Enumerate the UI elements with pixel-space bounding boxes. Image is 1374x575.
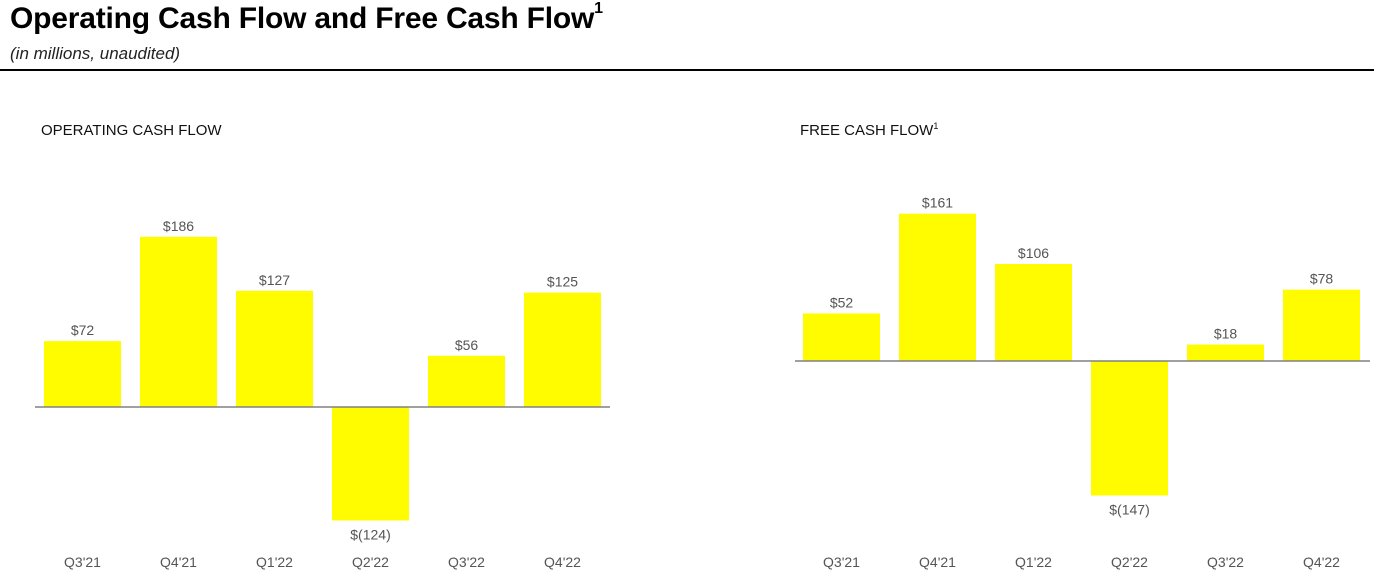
fcf-value-label-3: $(147) [1109,502,1149,518]
fcf-value-label-4: $18 [1214,326,1238,342]
fcf-tick-label-5: Q4'22 [1303,554,1340,570]
ocf-tick-label-4: Q3'22 [448,554,485,570]
ocf-bar-3 [332,407,409,521]
fcf-value-label-2: $106 [1018,245,1049,261]
free-cash-flow-title: FREE CASH FLOW1 [800,121,939,139]
ocf-bar-0 [44,341,121,407]
ocf-tick-label-3: Q2'22 [352,554,389,570]
title-footnote: 1 [594,0,603,17]
fcf-value-label-1: $161 [922,195,953,211]
ocf-value-label-0: $72 [71,322,95,338]
ocf-tick-label-0: Q3'21 [64,554,101,570]
free-cash-flow-footnote: 1 [933,121,939,131]
fcf-tick-label-1: Q4'21 [919,554,956,570]
fcf-bar-3 [1091,361,1168,496]
operating-cash-flow-title: OPERATING CASH FLOW [41,122,222,139]
ocf-tick-label-2: Q1'22 [256,554,293,570]
fcf-tick-label-4: Q3'22 [1207,554,1244,570]
ocf-bar-5 [524,292,601,407]
fcf-value-label-5: $78 [1310,271,1334,287]
ocf-value-label-5: $125 [547,274,578,290]
page-subtitle: (in millions, unaudited) [10,44,181,63]
ocf-value-label-3: $(124) [350,526,390,542]
ocf-value-label-4: $56 [455,337,479,353]
fcf-value-label-0: $52 [830,294,854,310]
ocf-value-label-1: $186 [163,218,194,234]
ocf-bar-1 [140,236,217,407]
title-divider [0,69,1374,71]
ocf-value-label-2: $127 [259,272,290,288]
fcf-bar-0 [803,313,880,361]
fcf-bar-4 [1187,344,1264,361]
fcf-bar-1 [899,213,976,361]
fcf-tick-label-3: Q2'22 [1111,554,1148,570]
ocf-tick-label-1: Q4'21 [160,554,197,570]
fcf-tick-label-0: Q3'21 [823,554,860,570]
fcf-bar-2 [995,264,1072,361]
fcf-tick-label-2: Q1'22 [1015,554,1052,570]
ocf-bar-2 [236,290,313,407]
ocf-bar-4 [428,355,505,407]
fcf-bar-5 [1283,289,1360,361]
ocf-tick-label-5: Q4'22 [544,554,581,570]
page-title: Operating Cash Flow and Free Cash Flow1 [10,0,603,35]
